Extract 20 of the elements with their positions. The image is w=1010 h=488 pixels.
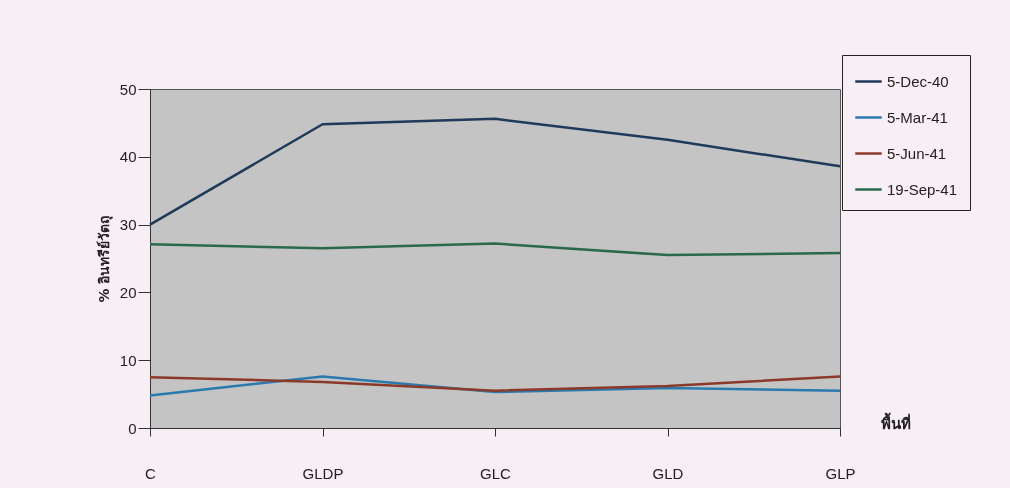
x-tick-label: GLDP: [302, 464, 344, 482]
y-tick-label: 0: [128, 419, 137, 437]
x-axis-title: พื้นที่: [880, 411, 911, 433]
legend-label: 19-Sep-41: [887, 180, 958, 198]
x-tick-label: GLP: [825, 464, 856, 482]
line-series: [148, 117, 842, 226]
y-tick-label: 30: [119, 216, 137, 234]
line-series: [148, 375, 842, 392]
y-tick-label: 10: [119, 351, 137, 369]
x-tick-label: GLD: [652, 464, 684, 482]
legend-label: 5-Dec-40: [887, 72, 949, 90]
y-tick-label: 40: [119, 148, 137, 166]
y-tick-label: 20: [119, 283, 137, 301]
legend-label: 5-Jun-41: [887, 144, 947, 162]
x-tick-label: C: [145, 464, 157, 482]
y-axis-title: % อินทรีย์วัตถุ: [95, 215, 113, 303]
x-tick-label: GLC: [480, 464, 512, 482]
legend-label: 5-Mar-41: [887, 108, 948, 126]
line-series: [148, 242, 842, 257]
y-tick-label: 50: [119, 80, 137, 98]
